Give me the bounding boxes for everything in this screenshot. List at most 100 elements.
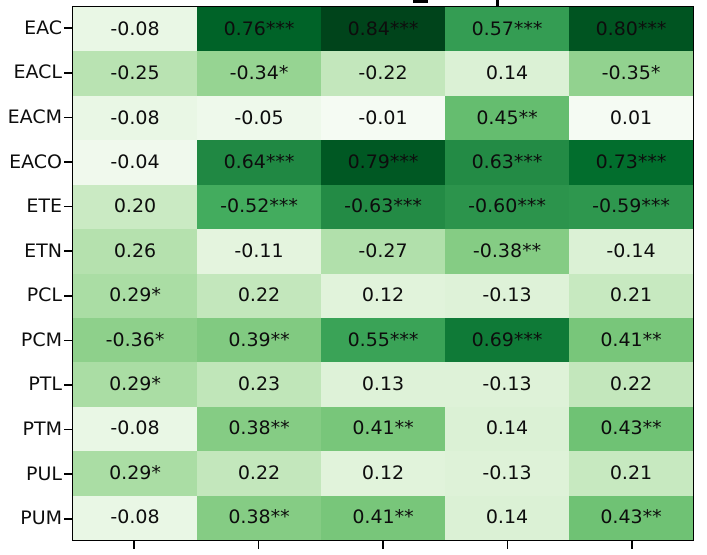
heatmap-cell-value: 0.14 <box>485 506 529 529</box>
heatmap-cell-value: 0.45** <box>476 106 538 129</box>
heatmap-cell: -0.59*** <box>569 184 693 230</box>
heatmap-cell-value: 0.12 <box>361 284 405 307</box>
y-tick-mark <box>64 384 72 386</box>
y-tick-label: EACL <box>13 61 62 84</box>
heatmap-cell: -0.52*** <box>197 184 321 230</box>
heatmap-cell-value: 0.14 <box>485 62 529 85</box>
heatmap-cell-value: 0.21 <box>609 284 653 307</box>
heatmap-cell: 0.14 <box>445 495 569 540</box>
heatmap-cell: 0.14 <box>445 406 569 452</box>
heatmap-cell-value: 0.57*** <box>471 17 543 40</box>
heatmap-cell: 0.45** <box>445 95 569 141</box>
y-tick-label: PTL <box>28 373 62 396</box>
heatmap-cell-value: 0.55*** <box>347 328 419 351</box>
y-tick-label: PUM <box>20 507 62 530</box>
heatmap-cell: -0.08 <box>73 406 197 452</box>
heatmap-cell: -0.08 <box>73 495 197 540</box>
heatmap-cell: 0.26 <box>73 229 197 274</box>
heatmap-cell-value: -0.08 <box>110 106 160 129</box>
x-tick-mark <box>506 541 509 549</box>
heatmap-cell-value: 0.64*** <box>223 150 295 173</box>
heatmap-cell: 0.29* <box>73 451 197 496</box>
heatmap-cell: 0.12 <box>321 451 445 496</box>
heatmap-cell-value: 0.43** <box>600 417 662 440</box>
heatmap-plot: -0.08 0.76*** 0.84*** 0.57*** 0.80*** -0.25 -0… <box>72 6 694 541</box>
heatmap-cell-value: 0.26 <box>113 239 157 262</box>
heatmap-cell: -0.13 <box>445 451 569 496</box>
heatmap-cell: 0.38** <box>197 406 321 452</box>
y-tick-label: ETE <box>26 195 62 218</box>
heatmap-cell: 0.21 <box>569 451 693 496</box>
heatmap-cell: -0.14 <box>569 229 693 274</box>
heatmap-cell-value: -0.34* <box>229 62 289 85</box>
y-tick-mark <box>64 294 72 297</box>
heatmap-cell: -0.60*** <box>445 184 569 230</box>
heatmap-cell-value: -0.52*** <box>220 195 298 218</box>
x-tick-mark <box>257 541 260 549</box>
heatmap-cell-value: 0.20 <box>113 195 157 218</box>
heatmap-cell-value: 0.80*** <box>595 17 667 40</box>
heatmap-cell: -0.38** <box>445 229 569 274</box>
y-tick-label: PUL <box>26 462 62 485</box>
heatmap-cell-value: 0.38** <box>228 417 290 440</box>
heatmap-cell: 0.73*** <box>569 140 693 185</box>
heatmap-cell: 0.22 <box>197 451 321 496</box>
heatmap-cell: -0.36* <box>73 317 197 363</box>
heatmap-cell-value: 0.22 <box>237 284 281 307</box>
heatmap-cell-value: 0.41** <box>352 417 414 440</box>
heatmap-cell-value: 0.29* <box>109 284 161 307</box>
y-tick-mark <box>64 473 72 475</box>
heatmap-cell-value: 0.38** <box>228 506 290 529</box>
heatmap-cell: -0.35* <box>569 51 693 96</box>
heatmap-cell: -0.27 <box>321 229 445 274</box>
heatmap-cell: -0.34* <box>197 51 321 96</box>
heatmap-cell-value: -0.08 <box>110 506 160 529</box>
heatmap-cell: 0.20 <box>73 184 197 230</box>
y-tick-label: PCM <box>20 328 62 351</box>
heatmap-cell: 0.01 <box>569 95 693 141</box>
heatmap-cell: -0.01 <box>321 95 445 141</box>
heatmap-cell: 0.41** <box>321 495 445 540</box>
y-tick-mark <box>64 116 72 119</box>
heatmap-cell: 0.57*** <box>445 7 569 52</box>
heatmap-cell-value: -0.05 <box>234 106 284 129</box>
heatmap-cell: 0.29* <box>73 273 197 318</box>
heatmap-cell: 0.63*** <box>445 140 569 185</box>
heatmap-cell: 0.39** <box>197 317 321 363</box>
heatmap-grid: -0.08 0.76*** 0.84*** 0.57*** 0.80*** -0.25 -0… <box>73 7 693 540</box>
y-tick-label: PTM <box>22 418 62 441</box>
heatmap-cell-value: -0.22 <box>358 62 408 85</box>
heatmap-cell: -0.08 <box>73 7 197 52</box>
y-tick-label: ETN <box>24 239 62 262</box>
heatmap-cell: 0.55*** <box>321 317 445 363</box>
heatmap-cell: 0.12 <box>321 273 445 318</box>
x-tick-mark <box>382 541 384 549</box>
heatmap-cell-value: 0.23 <box>237 373 281 396</box>
heatmap-cell-value: -0.13 <box>482 373 532 396</box>
heatmap-cell-value: 0.13 <box>361 373 405 396</box>
heatmap-cell-value: -0.13 <box>482 461 532 484</box>
heatmap-cell-value: 0.63*** <box>471 150 543 173</box>
heatmap-cell-value: 0.43** <box>600 506 662 529</box>
heatmap-cell: 0.14 <box>445 51 569 96</box>
heatmap-cell-value: 0.21 <box>609 461 653 484</box>
clipped-title-fragment <box>413 0 428 3</box>
heatmap-cell-value: -0.60*** <box>468 195 546 218</box>
heatmap-cell: 0.21 <box>569 273 693 318</box>
y-tick-mark <box>64 161 72 163</box>
y-tick-mark <box>64 428 72 431</box>
heatmap-cell-value: -0.63*** <box>344 195 422 218</box>
heatmap-cell-value: 0.73*** <box>595 150 667 173</box>
y-tick-mark <box>64 250 72 252</box>
heatmap-cell: -0.13 <box>445 362 569 407</box>
heatmap-cell-value: 0.29* <box>109 373 161 396</box>
heatmap-cell: 0.43** <box>569 495 693 540</box>
heatmap-cell: 0.69*** <box>445 317 569 363</box>
heatmap-cell-value: -0.08 <box>110 17 160 40</box>
heatmap-cell-value: -0.14 <box>606 239 656 262</box>
heatmap-cell: 0.76*** <box>197 7 321 52</box>
y-tick-mark <box>64 205 72 208</box>
heatmap-cell: 0.43** <box>569 406 693 452</box>
heatmap-cell-value: 0.39** <box>228 328 290 351</box>
